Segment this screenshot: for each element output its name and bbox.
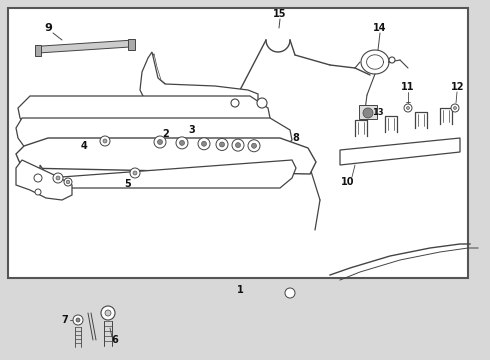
Circle shape (407, 107, 410, 109)
Text: 7: 7 (62, 315, 69, 325)
Polygon shape (35, 45, 41, 56)
Circle shape (64, 178, 72, 186)
Text: 15: 15 (273, 9, 287, 19)
Text: 16: 16 (257, 115, 271, 125)
Circle shape (53, 173, 63, 183)
Text: 4: 4 (81, 141, 87, 151)
Text: 12: 12 (451, 82, 465, 92)
Circle shape (56, 176, 60, 180)
Circle shape (451, 104, 459, 112)
Text: 11: 11 (401, 82, 415, 92)
Circle shape (179, 140, 185, 145)
Circle shape (133, 171, 137, 175)
Circle shape (100, 136, 110, 146)
Circle shape (35, 189, 41, 195)
Circle shape (257, 98, 267, 108)
Circle shape (105, 310, 111, 316)
FancyBboxPatch shape (8, 8, 468, 278)
Text: 8: 8 (293, 133, 299, 143)
Polygon shape (18, 96, 270, 130)
Circle shape (157, 140, 163, 144)
Circle shape (216, 139, 228, 150)
Polygon shape (38, 40, 134, 53)
Circle shape (198, 138, 210, 150)
Circle shape (201, 141, 206, 146)
Circle shape (285, 288, 295, 298)
Circle shape (389, 57, 395, 63)
Circle shape (76, 318, 80, 322)
Text: 5: 5 (124, 179, 131, 189)
Polygon shape (16, 160, 72, 200)
Circle shape (231, 99, 239, 107)
Circle shape (232, 139, 244, 151)
Text: 6: 6 (112, 335, 119, 345)
Polygon shape (140, 52, 258, 108)
Text: 14: 14 (373, 23, 387, 33)
Circle shape (73, 315, 83, 325)
Circle shape (130, 168, 140, 178)
Circle shape (363, 108, 373, 118)
Polygon shape (128, 39, 135, 50)
Circle shape (236, 143, 241, 148)
Circle shape (176, 137, 188, 149)
Text: 9: 9 (44, 23, 52, 33)
Polygon shape (16, 118, 292, 152)
Bar (359, 105, 377, 119)
Circle shape (251, 143, 256, 148)
Circle shape (34, 174, 42, 182)
Circle shape (220, 142, 224, 147)
Text: 2: 2 (163, 129, 170, 139)
Text: 3: 3 (189, 125, 196, 135)
Circle shape (66, 180, 70, 184)
Circle shape (103, 139, 107, 143)
Circle shape (154, 136, 166, 148)
Polygon shape (16, 138, 316, 174)
Polygon shape (40, 160, 296, 188)
Text: 10: 10 (341, 177, 355, 187)
Text: 1: 1 (237, 285, 244, 295)
Circle shape (454, 107, 457, 109)
Circle shape (101, 306, 115, 320)
Polygon shape (340, 138, 460, 165)
Circle shape (404, 104, 412, 112)
Circle shape (248, 140, 260, 152)
Text: 13: 13 (372, 108, 384, 117)
